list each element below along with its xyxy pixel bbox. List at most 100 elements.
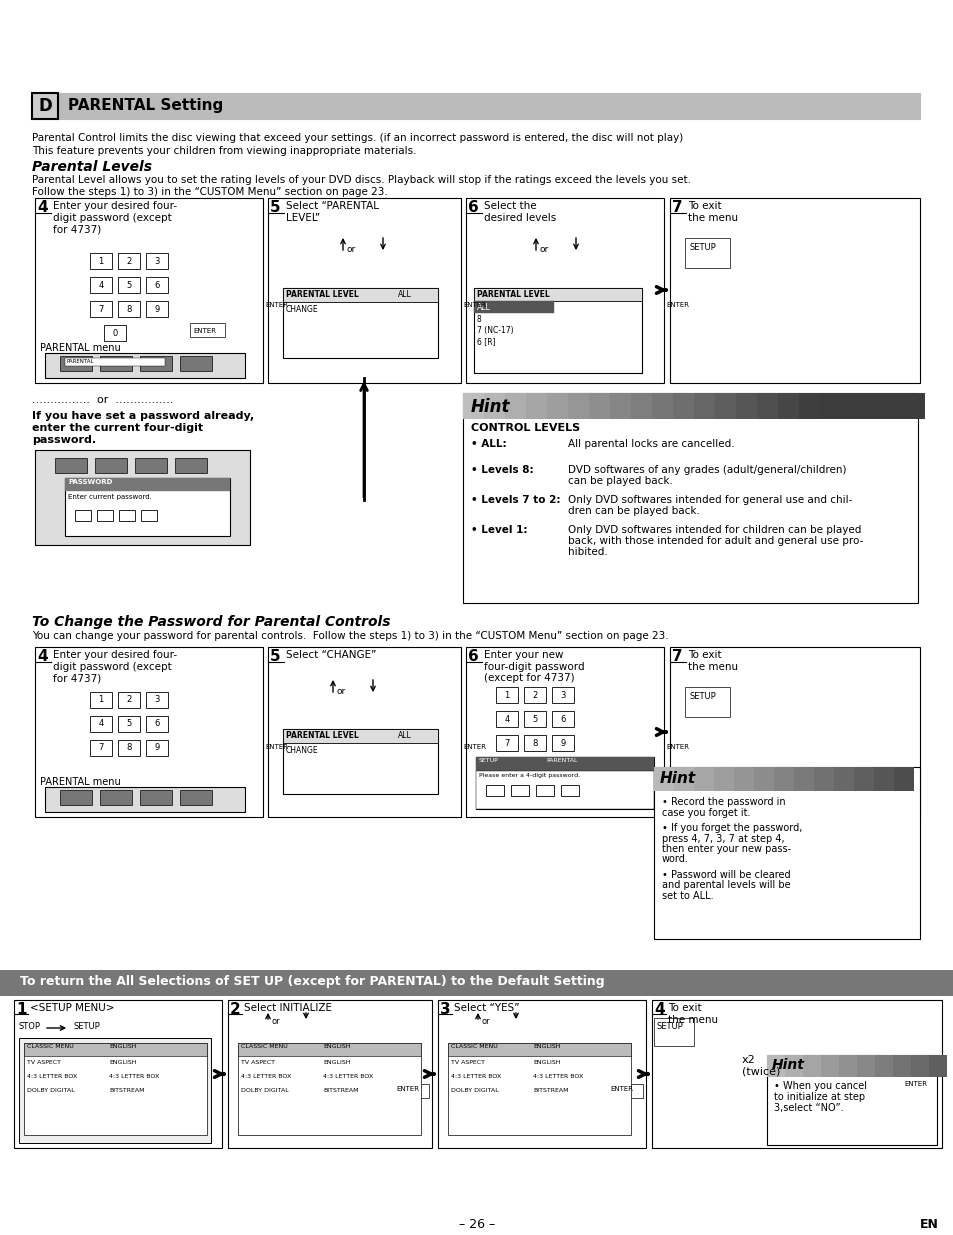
- Bar: [820, 393, 841, 419]
- Text: to initialize at step: to initialize at step: [773, 1092, 864, 1102]
- Bar: [476, 771, 654, 809]
- Bar: [268, 647, 460, 818]
- Bar: [283, 288, 437, 358]
- Text: 6: 6: [468, 650, 478, 664]
- Bar: [673, 767, 693, 790]
- Bar: [651, 1000, 941, 1149]
- Text: 7: 7: [671, 200, 682, 215]
- Bar: [669, 647, 919, 818]
- Text: STOP: STOP: [19, 1023, 41, 1031]
- Text: 5: 5: [270, 200, 280, 215]
- Bar: [838, 1055, 856, 1077]
- Text: DOLBY DIGITAL: DOLBY DIGITAL: [241, 1088, 289, 1093]
- Bar: [0, 969, 953, 995]
- Bar: [476, 757, 654, 809]
- Bar: [536, 785, 554, 797]
- Bar: [552, 687, 574, 703]
- Text: Please enter a 4-digit password.: Please enter a 4-digit password.: [478, 773, 579, 778]
- Text: BITSTREAM: BITSTREAM: [533, 1088, 568, 1093]
- Bar: [903, 393, 924, 419]
- Text: 3: 3: [439, 1002, 450, 1016]
- Text: PARENTAL: PARENTAL: [67, 359, 94, 364]
- Bar: [32, 93, 58, 119]
- Bar: [511, 785, 529, 797]
- Bar: [821, 1055, 838, 1077]
- Bar: [684, 238, 729, 268]
- Circle shape: [693, 1023, 720, 1049]
- Text: 4: 4: [504, 715, 509, 724]
- Bar: [504, 393, 525, 419]
- Bar: [910, 1055, 928, 1077]
- Text: or: or: [272, 1016, 280, 1026]
- Text: 2: 2: [230, 1002, 240, 1016]
- Text: ENGLISH: ENGLISH: [533, 1044, 560, 1049]
- Text: 5: 5: [532, 715, 537, 724]
- Bar: [90, 277, 112, 293]
- Text: • Password will be cleared: • Password will be cleared: [661, 869, 790, 881]
- Bar: [753, 767, 773, 790]
- Text: DOLBY DIGITAL: DOLBY DIGITAL: [451, 1088, 498, 1093]
- Text: 5: 5: [126, 720, 132, 729]
- Bar: [65, 478, 230, 492]
- Text: Enter current password.: Enter current password.: [68, 494, 152, 500]
- Text: 4:3 LETTER BOX: 4:3 LETTER BOX: [109, 1074, 159, 1079]
- Bar: [19, 1037, 211, 1144]
- Text: PARENTAL: PARENTAL: [545, 758, 577, 763]
- Text: 7: 7: [98, 743, 104, 752]
- Text: D: D: [38, 98, 51, 115]
- Text: All parental locks are cancelled.: All parental locks are cancelled.: [567, 438, 734, 450]
- Bar: [523, 711, 545, 727]
- Bar: [773, 767, 793, 790]
- Bar: [60, 356, 91, 370]
- Bar: [32, 93, 919, 119]
- Text: Parental Control limits the disc viewing that exceed your settings. (if an incor: Parental Control limits the disc viewing…: [32, 133, 682, 143]
- Bar: [45, 787, 245, 811]
- Bar: [901, 1079, 936, 1093]
- Bar: [118, 301, 140, 317]
- Text: 4:3 LETTER BOX: 4:3 LETTER BOX: [27, 1074, 77, 1079]
- Bar: [135, 458, 167, 473]
- Text: CHANGE: CHANGE: [286, 305, 318, 314]
- Text: Enter your desired four-
digit password (except
for 4737): Enter your desired four- digit password …: [53, 650, 177, 683]
- Bar: [118, 253, 140, 269]
- Text: word.: word.: [661, 855, 688, 864]
- Text: 3: 3: [559, 690, 565, 699]
- Text: can be played back.: can be played back.: [567, 475, 672, 487]
- Text: 5: 5: [126, 280, 132, 289]
- Text: <SETUP MENU>: <SETUP MENU>: [30, 1003, 114, 1013]
- Text: 7 (NC-17): 7 (NC-17): [476, 326, 513, 335]
- Bar: [394, 1084, 429, 1098]
- Text: enter the current four-digit: enter the current four-digit: [32, 424, 203, 433]
- Text: ENGLISH: ENGLISH: [109, 1060, 136, 1065]
- Text: CLASSIC MENU: CLASSIC MENU: [27, 1044, 73, 1049]
- Text: Parental Levels: Parental Levels: [32, 161, 152, 174]
- Bar: [552, 735, 574, 751]
- Text: CLASSIC MENU: CLASSIC MENU: [241, 1044, 288, 1049]
- Bar: [97, 510, 112, 521]
- Text: or: or: [346, 245, 355, 254]
- Text: ENTER: ENTER: [265, 303, 288, 308]
- Text: – 26 –: – 26 –: [458, 1218, 495, 1231]
- Bar: [525, 393, 546, 419]
- Text: DOLBY DIGITAL: DOLBY DIGITAL: [27, 1088, 74, 1093]
- Bar: [118, 692, 140, 708]
- Bar: [483, 393, 504, 419]
- Bar: [651, 393, 672, 419]
- Bar: [174, 458, 207, 473]
- Text: To return the All Selections of SET UP (except for PARENTAL) to the Default Sett: To return the All Selections of SET UP (…: [20, 974, 604, 988]
- Text: Enter your desired four-
digit password (except
for 4737): Enter your desired four- digit password …: [53, 201, 177, 235]
- Text: EN: EN: [919, 1218, 938, 1231]
- Bar: [654, 1018, 693, 1046]
- Text: Select INITIALIZE: Select INITIALIZE: [244, 1003, 332, 1013]
- Bar: [560, 785, 578, 797]
- Text: back, with those intended for adult and general use pro-: back, with those intended for adult and …: [567, 536, 862, 546]
- Bar: [90, 740, 112, 756]
- Bar: [283, 729, 437, 794]
- Bar: [766, 1055, 784, 1077]
- Bar: [90, 301, 112, 317]
- Bar: [90, 716, 112, 732]
- Text: 9: 9: [154, 743, 159, 752]
- Text: ................  or  ................: ................ or ................: [32, 395, 173, 405]
- Bar: [24, 1044, 207, 1135]
- Text: dren can be played back.: dren can be played back.: [567, 506, 700, 516]
